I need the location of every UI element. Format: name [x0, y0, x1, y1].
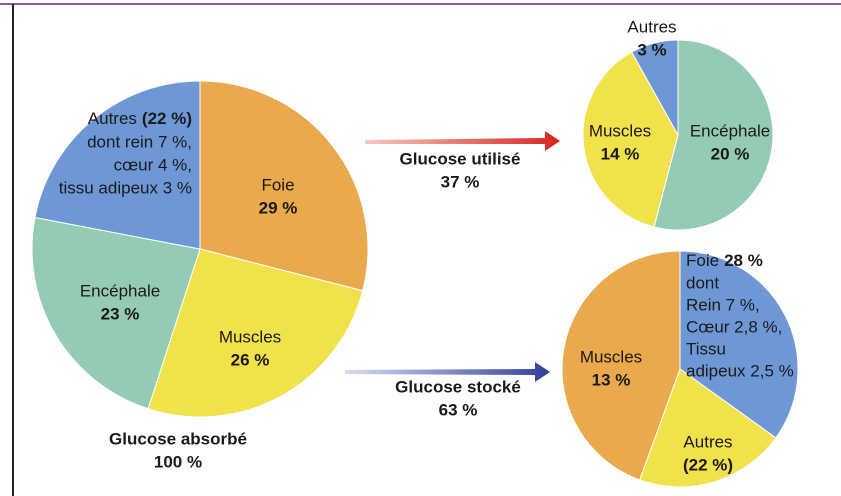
annotation: dont rein 7 %,	[87, 132, 192, 151]
category-label: Muscles	[580, 347, 642, 366]
chart-subtitle: 63 %	[439, 400, 478, 419]
slice-label: Foie 28 %	[686, 251, 763, 270]
slice-label: Autres (22 %)	[88, 109, 192, 128]
category-label: Autres	[627, 17, 676, 36]
category-label: Autres	[683, 432, 732, 451]
value-label: 23 %	[101, 304, 140, 323]
arrow-stored	[345, 362, 550, 382]
category-label: Encéphale	[80, 281, 160, 300]
pie-slice	[34, 80, 201, 250]
value-label: 28 %	[724, 251, 763, 270]
annotation: dont	[686, 273, 719, 292]
annotation: Rein 7 %,	[686, 295, 760, 314]
annotation: Cœur 2,8 %,	[686, 317, 782, 336]
value-label: 20 %	[711, 144, 750, 163]
pie-slice	[639, 368, 777, 488]
value-label: 29 %	[259, 198, 298, 217]
category-label: Foie	[261, 175, 294, 194]
value-label: 26 %	[231, 350, 270, 369]
chart-title: Glucose stocké	[395, 377, 521, 396]
chart-subtitle: 100 %	[154, 452, 202, 471]
value-label: 3 %	[637, 40, 666, 59]
category-label: Encéphale	[690, 121, 770, 140]
annotation: cœur 4 %,	[114, 155, 192, 174]
pie-slice	[561, 250, 681, 481]
chart-subtitle: 37 %	[441, 172, 480, 191]
annotation: tissu adipeux 3 %	[59, 178, 192, 197]
annotation: adipeux 2,5 %	[686, 361, 794, 380]
category-label: Muscles	[589, 121, 651, 140]
value-label: 14 %	[601, 144, 640, 163]
pie-slice	[679, 250, 799, 439]
pie-slice	[147, 248, 364, 418]
category-label: Autres	[88, 109, 137, 128]
pie-slice	[31, 216, 201, 410]
arrow-used	[365, 131, 560, 151]
category-label: Foie	[686, 251, 719, 270]
pie-slice	[199, 80, 369, 292]
value-label: (22 %)	[683, 455, 733, 474]
pie-slice	[582, 51, 679, 228]
chart-title: Glucose absorbé	[109, 429, 247, 448]
annotation: Tissu	[686, 339, 726, 358]
pie-slice	[630, 39, 679, 137]
value-label: (22 %)	[142, 109, 192, 128]
chart-title: Glucose utilisé	[400, 149, 521, 168]
category-label: Muscles	[219, 327, 281, 346]
pie-slice	[653, 39, 774, 231]
value-label: 13 %	[592, 370, 631, 389]
